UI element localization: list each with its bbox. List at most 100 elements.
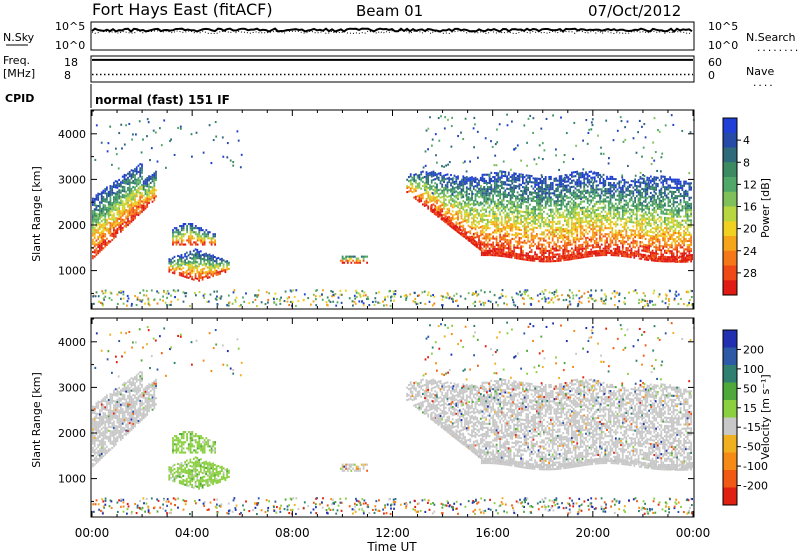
- power-cell: [671, 207, 673, 210]
- power-cell: [558, 185, 561, 188]
- power-cell: [114, 219, 117, 222]
- power-cell: [641, 204, 643, 207]
- power-cell: [201, 272, 204, 275]
- power-cell: [671, 246, 673, 249]
- power-cell: [104, 214, 107, 217]
- power-cell: [674, 207, 677, 210]
- power-cell: [656, 236, 659, 239]
- power-cell: [531, 259, 534, 262]
- power-cell: [522, 225, 524, 228]
- power-cell: [93, 200, 96, 203]
- power-cell: [558, 208, 561, 211]
- power-cell: [534, 210, 536, 213]
- power-cell: [628, 198, 631, 201]
- power-cell: [141, 163, 143, 166]
- power-cell: [420, 197, 423, 200]
- power-cell: [102, 195, 105, 198]
- power-cell: [507, 227, 510, 230]
- power-cell: [99, 203, 101, 206]
- power-cell: [102, 208, 105, 211]
- power-cell: [599, 233, 601, 236]
- power-cell: [490, 186, 493, 189]
- power-cell: [656, 240, 659, 243]
- power-cell: [437, 193, 440, 196]
- power-cell: [529, 244, 531, 247]
- power-cell: [592, 176, 594, 179]
- power-cell: [525, 184, 528, 187]
- power-cell: [406, 186, 409, 189]
- power-cell: [453, 213, 456, 216]
- power-cell: [360, 255, 363, 258]
- power-cell: [625, 228, 628, 231]
- power-cell: [355, 261, 358, 264]
- power-cell: [518, 232, 521, 235]
- power-cell: [602, 182, 605, 185]
- power-cell: [507, 179, 510, 182]
- power-cell: [653, 227, 656, 230]
- power-cell: [99, 213, 101, 216]
- power-cell: [681, 246, 684, 249]
- power-cell: [644, 237, 647, 240]
- power-cell: [562, 197, 565, 200]
- power-cell: [541, 194, 543, 197]
- power-cell: [416, 195, 419, 198]
- power-cell: [121, 194, 124, 197]
- power-cell: [534, 218, 536, 221]
- power-cell: [121, 181, 124, 184]
- power-cell: [534, 253, 536, 256]
- power-cell: [560, 193, 563, 196]
- power-cell: [479, 232, 482, 235]
- power-cell: [607, 247, 610, 250]
- power-cell: [634, 221, 636, 224]
- power-cell: [541, 219, 543, 222]
- power-cell: [492, 210, 494, 213]
- power-cell: [471, 206, 473, 209]
- power-cell: [502, 246, 505, 249]
- power-cell: [171, 261, 174, 264]
- power-cell: [454, 224, 457, 227]
- power-cell: [106, 186, 108, 189]
- power-cell: [208, 261, 211, 264]
- power-cell: [132, 182, 135, 185]
- power-cell: [135, 201, 138, 204]
- power-cell: [634, 217, 636, 220]
- power-cell: [139, 200, 142, 203]
- power-cell: [502, 236, 505, 239]
- power-cell: [543, 178, 545, 181]
- power-cell: [600, 219, 603, 222]
- power-cell: [467, 202, 470, 205]
- power-cell: [536, 226, 538, 229]
- power-cell: [93, 228, 96, 231]
- power-cell: [130, 218, 133, 221]
- power-cell: [465, 237, 467, 240]
- power-cell: [567, 252, 570, 255]
- power-cell: [614, 186, 617, 189]
- power-cell: [453, 187, 456, 190]
- power-cell: [189, 261, 192, 264]
- power-cell: [609, 218, 612, 221]
- power-cell: [92, 199, 94, 202]
- power-cell: [560, 207, 563, 210]
- power-cell: [502, 205, 505, 208]
- power-cell: [623, 236, 626, 239]
- power-cell: [537, 208, 540, 211]
- power-cell: [511, 194, 514, 197]
- power-cell: [578, 215, 580, 218]
- power-cell: [592, 229, 594, 232]
- power-cell: [543, 251, 545, 254]
- power-cell: [141, 177, 143, 180]
- power-cell: [529, 217, 531, 220]
- power-cell: [644, 190, 647, 193]
- power-cell: [509, 208, 512, 211]
- power-cell: [341, 259, 344, 262]
- power-cell: [541, 233, 543, 236]
- power-cell: [541, 221, 543, 224]
- power-cell: [523, 235, 526, 238]
- power-cell: [530, 242, 533, 245]
- power-cell: [592, 236, 594, 239]
- power-cell: [550, 241, 552, 244]
- power-cell: [479, 234, 482, 237]
- noise-left-tick-bottom: 10^0: [55, 39, 85, 52]
- power-cell: [175, 227, 178, 230]
- power-cell: [493, 200, 496, 203]
